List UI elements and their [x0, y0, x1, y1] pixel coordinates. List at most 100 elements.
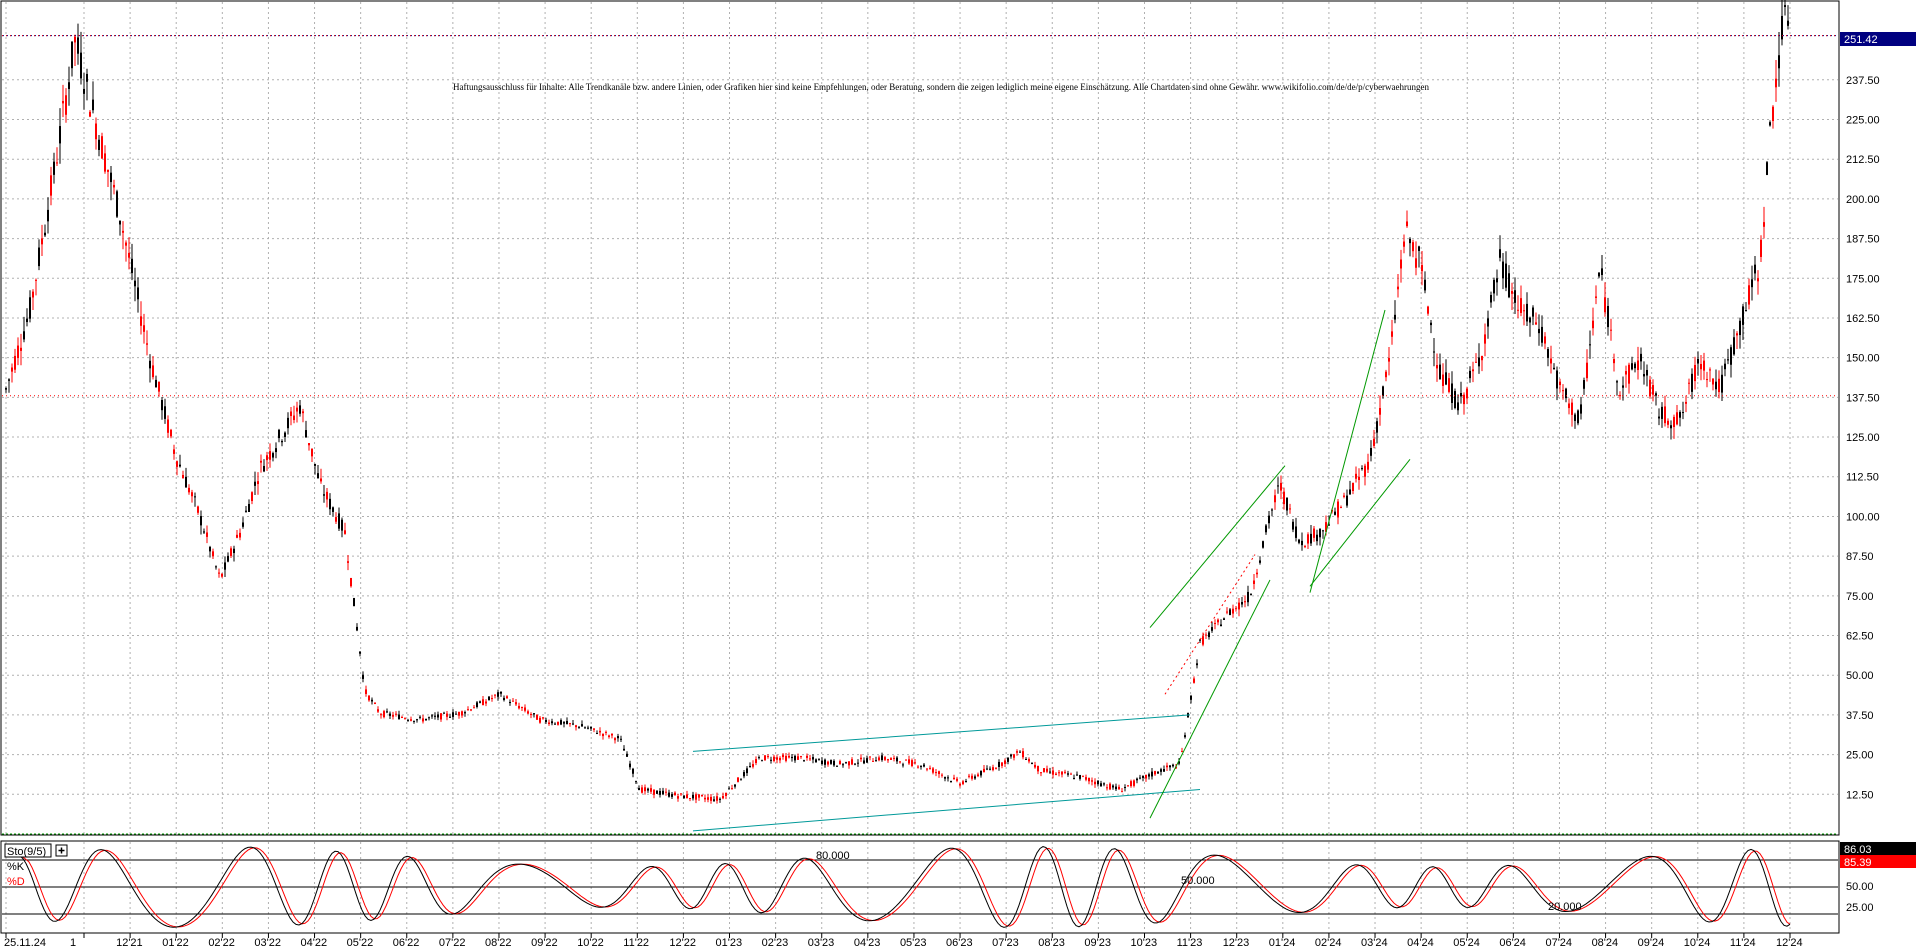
candle-body	[572, 723, 574, 725]
candle-body	[1493, 279, 1495, 294]
candle-body	[617, 736, 619, 739]
xtick-label: 01'24	[1269, 937, 1296, 948]
candle-body	[1421, 265, 1423, 272]
candle-body	[1424, 279, 1426, 291]
candle-body	[233, 548, 235, 554]
candle-body	[296, 407, 298, 412]
candle-body	[965, 781, 967, 783]
candle-body	[245, 510, 247, 512]
candle-body	[452, 712, 454, 717]
candle-body	[1349, 489, 1351, 495]
candle-body	[920, 766, 922, 768]
xtick-label: 08'24	[1592, 937, 1619, 948]
candle-body	[149, 360, 151, 369]
candle-body	[1481, 355, 1483, 361]
ytick-label: 137.50	[1846, 392, 1880, 404]
candle-body	[521, 706, 523, 709]
ytick-label: 125.00	[1846, 432, 1880, 444]
xtick-label: 10'24	[1684, 937, 1711, 948]
current-price-badge	[1840, 32, 1916, 46]
candle-body	[1181, 751, 1183, 753]
candle-body	[26, 318, 28, 323]
candle-body	[482, 699, 484, 706]
ytick-label: 87.50	[1846, 551, 1874, 563]
candle-body	[845, 762, 847, 764]
candle-body	[1343, 495, 1345, 497]
candle-body	[347, 561, 349, 563]
candle-body	[773, 756, 775, 761]
candle-body	[1034, 764, 1036, 768]
candle-body	[554, 723, 556, 725]
candle-body	[485, 701, 487, 704]
candle-body	[38, 247, 40, 267]
candle-body	[1184, 735, 1186, 738]
candle-body	[848, 761, 850, 766]
candle-body	[320, 478, 322, 482]
candle-body	[1703, 360, 1705, 371]
candle-body	[911, 760, 913, 767]
candle-body	[1058, 772, 1060, 774]
candle-body	[1412, 242, 1414, 252]
candle-body	[1055, 773, 1057, 775]
candle-body	[1757, 278, 1759, 282]
candle-body	[803, 760, 805, 762]
candle-body	[1433, 351, 1435, 353]
candle-body	[1088, 777, 1090, 782]
candle-body	[1550, 358, 1552, 364]
candle-body	[506, 696, 508, 699]
candle-body	[1721, 374, 1723, 393]
candle-body	[176, 461, 178, 467]
channel-lower-line	[692, 789, 1201, 832]
candle-body	[1091, 780, 1093, 782]
candle-body	[425, 718, 427, 721]
stoch-d-last-label: 85.39	[1844, 857, 1872, 869]
stoch-level-20-label: 20.000	[1548, 901, 1582, 913]
candle-body	[1031, 763, 1033, 765]
candle-body	[299, 405, 301, 414]
candle-body	[362, 674, 364, 679]
candle-body	[470, 709, 472, 711]
candle-body	[1604, 297, 1606, 313]
candle-body	[293, 415, 295, 421]
candle-body	[683, 795, 685, 799]
candle-body	[1727, 359, 1729, 361]
candle-body	[80, 52, 82, 79]
candle-body	[146, 343, 148, 345]
candle-body	[611, 733, 613, 736]
xtick-label: 12'21	[116, 937, 143, 948]
candle-body	[1532, 307, 1534, 317]
candle-body	[1010, 754, 1012, 757]
candle-body	[509, 701, 511, 704]
candle-body	[1271, 509, 1273, 511]
candle-body	[1601, 268, 1603, 275]
candle-body	[1607, 305, 1609, 328]
candle-body	[1346, 495, 1348, 506]
candle-body	[890, 758, 892, 760]
candle-body	[950, 781, 952, 783]
candle-body	[350, 577, 352, 587]
candle-body	[65, 95, 67, 115]
current-price-label: 251.42	[1844, 34, 1878, 46]
candle-body	[1583, 380, 1585, 389]
candle-body	[173, 449, 175, 454]
candle-body	[5, 388, 7, 390]
xtick-label: 11'24	[1730, 937, 1756, 948]
candle-body	[1277, 485, 1279, 487]
candle-body	[1430, 322, 1432, 326]
candle-body	[1316, 534, 1318, 542]
candle-body	[1241, 602, 1243, 605]
candle-body	[713, 799, 715, 801]
candle-body	[389, 713, 391, 716]
candle-body	[1052, 770, 1054, 775]
candle-body	[542, 717, 544, 719]
candle-body	[722, 795, 724, 799]
candle-body	[413, 720, 415, 722]
candle-body	[686, 794, 688, 799]
candle-body	[1691, 373, 1693, 392]
candle-body	[695, 794, 697, 800]
candle-body	[1706, 379, 1708, 381]
candle-body	[677, 796, 679, 799]
candle-body	[998, 761, 1000, 767]
candle-body	[1298, 539, 1300, 543]
candle-body	[1415, 258, 1417, 268]
